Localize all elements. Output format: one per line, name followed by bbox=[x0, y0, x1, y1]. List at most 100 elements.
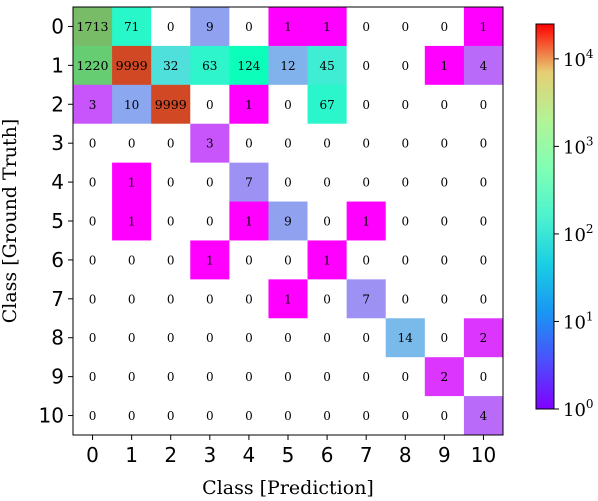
x-tick-label: 9 bbox=[438, 443, 451, 467]
cell-value-label: 4 bbox=[480, 409, 488, 423]
cell-value-label: 0 bbox=[128, 137, 136, 151]
cell-value-label: 0 bbox=[167, 331, 175, 345]
x-tick-label: 5 bbox=[282, 443, 295, 467]
heatmap-cell bbox=[346, 240, 387, 280]
heatmap-cell bbox=[151, 123, 191, 164]
heatmap-cell bbox=[112, 84, 152, 125]
heatmap-cell bbox=[73, 279, 113, 319]
cell-value-label: 0 bbox=[362, 20, 370, 34]
heatmap-cell bbox=[385, 7, 426, 47]
heatmap-cell bbox=[112, 357, 152, 397]
heatmap-cell bbox=[190, 201, 230, 241]
heatmap-cell bbox=[307, 84, 348, 125]
cell-value-label: 0 bbox=[401, 409, 409, 423]
heatmap-cell bbox=[190, 123, 230, 164]
cell-value-label: 1 bbox=[206, 253, 214, 267]
cell-value-label: 0 bbox=[480, 370, 488, 384]
heatmap-cell bbox=[190, 396, 230, 436]
cell-value-label: 0 bbox=[362, 137, 370, 151]
cell-value-label: 0 bbox=[245, 253, 253, 267]
heatmap-cell bbox=[73, 318, 113, 358]
heatmap-cell bbox=[346, 45, 387, 86]
cell-value-label: 0 bbox=[206, 292, 214, 306]
heatmap-cell bbox=[463, 357, 504, 397]
cell-value-label: 0 bbox=[362, 98, 370, 112]
heatmap-cell bbox=[385, 240, 426, 280]
heatmap-cell bbox=[73, 84, 113, 125]
heatmap-cell bbox=[424, 123, 465, 164]
cell-value-label: 0 bbox=[245, 20, 253, 34]
heatmap-cell bbox=[307, 396, 348, 436]
cell-value-label: 0 bbox=[284, 176, 292, 190]
heatmap-cell bbox=[112, 396, 152, 436]
heatmap-cell bbox=[385, 396, 426, 436]
cell-value-label: 0 bbox=[89, 137, 97, 151]
cell-value-label: 2 bbox=[480, 331, 488, 345]
y-tick-label: 1 bbox=[51, 53, 64, 77]
heatmap-cell bbox=[190, 318, 230, 358]
colorbar-tick-label: 103 bbox=[563, 134, 594, 158]
heatmap-cell bbox=[307, 357, 348, 397]
heatmap-cell bbox=[307, 123, 348, 164]
cell-value-label: 0 bbox=[206, 215, 214, 229]
heatmap-cell bbox=[463, 84, 504, 125]
x-tick-label: 4 bbox=[243, 443, 256, 467]
y-tick-label: 10 bbox=[39, 404, 64, 428]
cell-value-label: 0 bbox=[401, 59, 409, 73]
cell-value-label: 0 bbox=[480, 215, 488, 229]
cell-value-label: 0 bbox=[401, 176, 409, 190]
cell-value-label: 0 bbox=[89, 253, 97, 267]
heatmap-cell bbox=[346, 162, 387, 203]
cell-value-label: 0 bbox=[284, 409, 292, 423]
x-axis-ticks: 0 1 2 3 4 5 6 7 8 9 10 bbox=[86, 435, 496, 467]
cell-value-label: 0 bbox=[245, 137, 253, 151]
x-axis-title: Class [Prediction] bbox=[202, 477, 374, 499]
cell-value-label: 0 bbox=[206, 98, 214, 112]
heatmap-cell bbox=[424, 45, 465, 86]
heatmap-cell bbox=[424, 318, 465, 358]
colorbar-gradient bbox=[535, 23, 555, 410]
cell-value-label: 0 bbox=[128, 409, 136, 423]
heatmap-cell bbox=[385, 123, 426, 164]
heatmap-cell bbox=[346, 7, 387, 47]
heatmap-cell bbox=[346, 279, 387, 319]
cell-value-label: 0 bbox=[441, 20, 449, 34]
heatmap-cell bbox=[346, 201, 387, 241]
heatmap-cell bbox=[229, 318, 269, 358]
cell-value-label: 0 bbox=[480, 176, 488, 190]
heatmap-cell bbox=[424, 279, 465, 319]
x-tick-label: 0 bbox=[86, 443, 99, 467]
heatmap-cell bbox=[385, 162, 426, 203]
heatmap-cell bbox=[73, 357, 113, 397]
cell-value-label: 1 bbox=[480, 20, 488, 34]
heatmap-cell bbox=[73, 45, 113, 86]
colorbar: 100 101 102 103 104 bbox=[535, 23, 594, 421]
heatmap-cell bbox=[112, 279, 152, 319]
heatmap-cell bbox=[346, 84, 387, 125]
cell-value-label: 0 bbox=[362, 331, 370, 345]
heatmap-cell bbox=[463, 279, 504, 319]
heatmap-cell bbox=[151, 7, 191, 47]
cell-value-label: 0 bbox=[441, 98, 449, 112]
cell-value-label: 0 bbox=[89, 176, 97, 190]
cell-value-label: 0 bbox=[245, 409, 253, 423]
y-tick-label: 0 bbox=[51, 14, 64, 38]
heatmap-cell bbox=[151, 45, 191, 86]
x-tick-label: 3 bbox=[203, 443, 216, 467]
cell-value-label: 0 bbox=[441, 137, 449, 151]
cell-value-label: 0 bbox=[128, 331, 136, 345]
cell-value-label: 1 bbox=[128, 176, 136, 190]
cell-value-label: 0 bbox=[362, 370, 370, 384]
heatmap-cell bbox=[229, 45, 269, 86]
cell-value-label: 0 bbox=[323, 215, 331, 229]
colorbar-tick-label: 102 bbox=[563, 222, 594, 246]
heatmap-cell bbox=[385, 279, 426, 319]
cell-value-label: 0 bbox=[441, 253, 449, 267]
heatmap-cell bbox=[268, 396, 309, 436]
cell-value-label: 0 bbox=[401, 20, 409, 34]
cell-value-label: 0 bbox=[480, 292, 488, 306]
cell-value-label: 0 bbox=[362, 59, 370, 73]
cell-value-label: 0 bbox=[401, 215, 409, 229]
heatmap-cell bbox=[151, 240, 191, 280]
heatmap-cell bbox=[268, 357, 309, 397]
